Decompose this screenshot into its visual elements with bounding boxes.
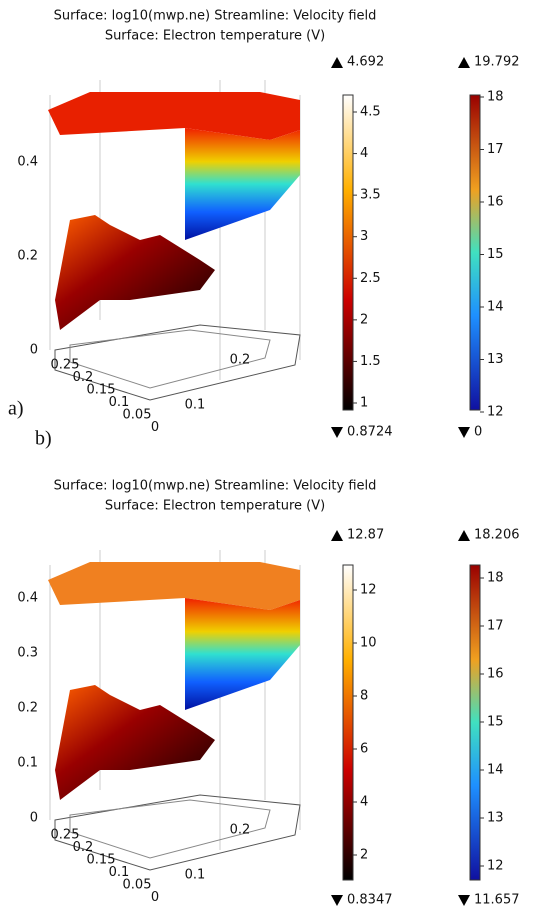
max-arrow (331, 57, 343, 68)
colorbar-tick-label: 2 (360, 848, 368, 863)
lower-surface (55, 685, 215, 800)
colorbar-tick-label: 2.5 (360, 271, 381, 286)
colorbar-max: 18.206 (474, 528, 520, 543)
x-tick-label: 0.1 (185, 868, 206, 883)
colorbar (469, 94, 481, 411)
colorbar-max: 19.792 (474, 55, 520, 70)
colorbar-max: 4.692 (347, 55, 384, 70)
colorbar (342, 94, 354, 411)
colorbar-min: 11.657 (474, 893, 520, 908)
max-arrow (458, 530, 470, 541)
panel-subtitle: Surface: Electron temperature (V) (105, 499, 325, 514)
colorbar (469, 564, 481, 881)
colorbar-min: 0.8347 (347, 893, 393, 908)
colorbar-tick-label: 4.5 (360, 105, 381, 120)
colorbar-tick-label: 14 (487, 300, 504, 315)
colorbar-tick-label: 16 (487, 667, 504, 682)
colorbar-tick-label: 6 (360, 742, 368, 757)
colorbar-tick-label: 1.5 (360, 354, 381, 369)
y-tick-label: 0.25 (51, 358, 80, 373)
colorbar-tick-label: 14 (487, 763, 504, 778)
colorbar-tick-label: 17 (487, 142, 504, 157)
lower-surface (55, 215, 215, 330)
colorbar-tick-label: 1 (360, 396, 368, 411)
min-arrow (458, 427, 470, 438)
colorbar-tick-label: 4 (360, 146, 368, 161)
colorbar-tick-label: 15 (487, 715, 504, 730)
colorbar (342, 564, 354, 881)
y-tick-label: 0.25 (51, 828, 80, 843)
min-arrow (458, 895, 470, 906)
colorbar-tick-label: 12 (487, 405, 504, 420)
y-tick-label: 0.05 (123, 878, 152, 893)
x-tick-label: 0.2 (230, 353, 251, 368)
panel-subtitle: Surface: Electron temperature (V) (105, 29, 325, 44)
min-arrow (331, 895, 343, 906)
colorbar-tick-label: 3.5 (360, 188, 381, 203)
floor-outline (54, 324, 301, 401)
panel-title: Surface: log10(mwp.ne) Streamline: Veloc… (54, 9, 377, 24)
z-tick-label: 0.4 (17, 155, 38, 170)
colorbar-tick-label: 3 (360, 229, 368, 244)
panel-title: Surface: log10(mwp.ne) Streamline: Veloc… (54, 479, 377, 494)
colorbar-tick-label: 12 (487, 859, 504, 874)
x-tick-label: 0.2 (230, 823, 251, 838)
z-tick-label: 0.1 (17, 756, 38, 771)
floor-outline (69, 799, 271, 859)
y-tick-label: 0.2 (73, 840, 94, 855)
y-tick-label: 0.2 (73, 370, 94, 385)
z-tick-label: 0.3 (17, 646, 38, 661)
z-tick-label: 0.2 (17, 249, 38, 264)
x-tick-label: 0.1 (185, 398, 206, 413)
max-arrow (458, 57, 470, 68)
y-tick-label: 0.1 (109, 865, 130, 880)
colorbar-tick-label: 2 (360, 312, 368, 327)
upper-top (48, 92, 300, 140)
z-tick-label: 0 (30, 343, 38, 358)
upper-top (48, 562, 300, 610)
panel-label: a) (8, 398, 24, 420)
colorbar-tick-label: 12 (360, 583, 377, 598)
y-tick-label: 0.15 (87, 853, 116, 868)
colorbar-tick-label: 18 (487, 571, 504, 586)
colorbar-tick-label: 15 (487, 247, 504, 262)
upper-front (185, 598, 300, 710)
floor-outline (54, 794, 301, 871)
y-tick-label: 0 (151, 890, 159, 905)
y-tick-label: 0.15 (87, 383, 116, 398)
z-tick-label: 0 (30, 811, 38, 826)
colorbar-tick-label: 13 (487, 352, 504, 367)
colorbar-tick-label: 18 (487, 90, 504, 105)
colorbar-tick-label: 17 (487, 619, 504, 634)
y-tick-label: 0.1 (109, 395, 130, 410)
colorbar-min: 0.8724 (347, 425, 393, 440)
floor-outline (69, 329, 271, 389)
y-tick-label: 0.05 (123, 408, 152, 423)
y-tick-label: 0 (151, 420, 159, 435)
colorbar-min: 0 (474, 425, 482, 440)
upper-front (185, 128, 300, 240)
colorbar-tick-label: 8 (360, 689, 368, 704)
colorbar-tick-label: 4 (360, 795, 368, 810)
colorbar-tick-label: 16 (487, 195, 504, 210)
z-tick-label: 0.2 (17, 701, 38, 716)
min-arrow (331, 427, 343, 438)
max-arrow (331, 530, 343, 541)
panel-label: b) (35, 428, 52, 450)
colorbar-tick-label: 10 (360, 636, 377, 651)
colorbar-max: 12.87 (347, 528, 384, 543)
z-tick-label: 0.4 (17, 591, 38, 606)
colorbar-tick-label: 13 (487, 811, 504, 826)
